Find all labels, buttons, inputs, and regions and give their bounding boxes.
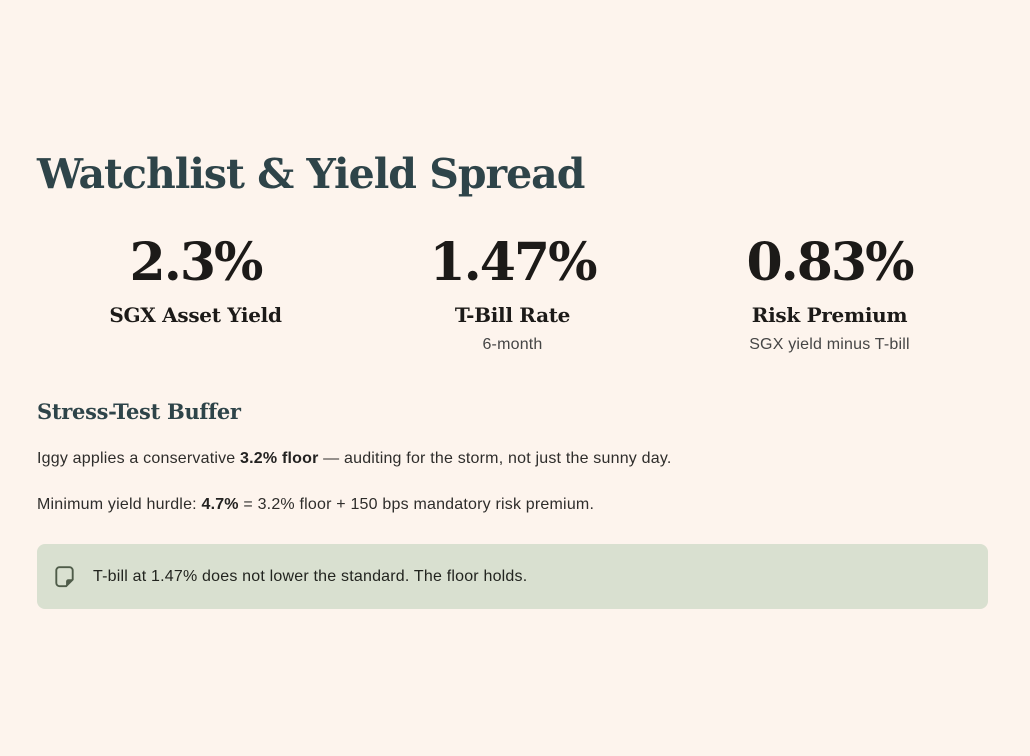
stat-sublabel (37, 336, 354, 355)
stats-row: 2.3% SGX Asset Yield 1.47% T-Bill Rate 6… (37, 236, 988, 355)
stat-label: Risk Premium (751, 302, 908, 327)
callout-text: T-bill at 1.47% does not lower the stand… (93, 567, 528, 585)
stat-value: 1.47% (429, 232, 597, 294)
paragraph-text: = 3.2% floor + 150 bps mandatory risk pr… (238, 495, 595, 513)
stat-value: 0.83% (746, 232, 914, 294)
stat-value: 2.3% (129, 232, 264, 294)
stat-label: T-Bill Rate (454, 302, 571, 327)
paragraph-bold-value: 3.2% floor (240, 449, 319, 467)
stat-label: SGX Asset Yield (109, 302, 282, 327)
paragraph-bold-value: 4.7% (201, 495, 239, 513)
paragraph-hurdle: Minimum yield hurdle: 4.7% = 3.2% floor … (37, 494, 988, 516)
stat-sublabel: 6-month (482, 335, 543, 353)
note-icon (55, 566, 74, 588)
section-heading-stress-test-buffer: Stress-Test Buffer (37, 398, 241, 424)
paragraph-floor: Iggy applies a conservative 3.2% floor —… (37, 448, 988, 470)
page-title: Watchlist & Yield Spread (37, 150, 585, 198)
stat-sublabel: SGX yield minus T-bill (749, 335, 910, 353)
stat-tbill-rate: 1.47% T-Bill Rate 6-month (354, 236, 671, 355)
stat-risk-premium: 0.83% Risk Premium SGX yield minus T-bil… (671, 236, 988, 355)
stat-sgx-asset-yield: 2.3% SGX Asset Yield (37, 236, 354, 355)
callout-floor-holds: T-bill at 1.47% does not lower the stand… (37, 544, 988, 610)
paragraph-text: — auditing for the storm, not just the s… (318, 449, 672, 467)
paragraph-text: Minimum yield hurdle: (37, 495, 202, 513)
paragraph-text: Iggy applies a conservative (37, 449, 241, 467)
